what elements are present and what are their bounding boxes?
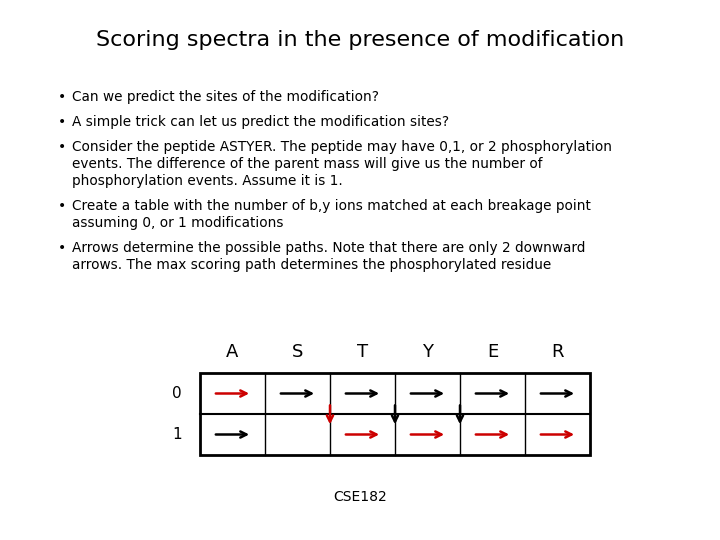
Text: A simple trick can let us predict the modification sites?: A simple trick can let us predict the mo… — [72, 115, 449, 129]
Text: 1: 1 — [172, 427, 182, 442]
Text: phosphorylation events. Assume it is 1.: phosphorylation events. Assume it is 1. — [72, 174, 343, 188]
Text: R: R — [552, 343, 564, 361]
Text: •: • — [58, 115, 66, 129]
Text: events. The difference of the parent mass will give us the number of: events. The difference of the parent mas… — [72, 157, 542, 171]
Text: assuming 0, or 1 modifications: assuming 0, or 1 modifications — [72, 216, 284, 230]
Text: Arrows determine the possible paths. Note that there are only 2 downward: Arrows determine the possible paths. Not… — [72, 241, 585, 255]
Text: CSE182: CSE182 — [333, 490, 387, 504]
Text: •: • — [58, 140, 66, 154]
Text: •: • — [58, 90, 66, 104]
Text: T: T — [357, 343, 368, 361]
Text: A: A — [226, 343, 239, 361]
Text: 0: 0 — [172, 386, 182, 401]
Text: Create a table with the number of b,y ions matched at each breakage point: Create a table with the number of b,y io… — [72, 199, 591, 213]
Text: •: • — [58, 241, 66, 255]
Text: Scoring spectra in the presence of modification: Scoring spectra in the presence of modif… — [96, 30, 624, 50]
Text: E: E — [487, 343, 498, 361]
Bar — [200, 373, 590, 455]
Text: •: • — [58, 199, 66, 213]
Text: S: S — [292, 343, 303, 361]
Text: Y: Y — [422, 343, 433, 361]
Text: Consider the peptide ASTYER. The peptide may have 0,1, or 2 phosphorylation: Consider the peptide ASTYER. The peptide… — [72, 140, 612, 154]
Text: Can we predict the sites of the modification?: Can we predict the sites of the modifica… — [72, 90, 379, 104]
Text: arrows. The max scoring path determines the phosphorylated residue: arrows. The max scoring path determines … — [72, 258, 552, 272]
